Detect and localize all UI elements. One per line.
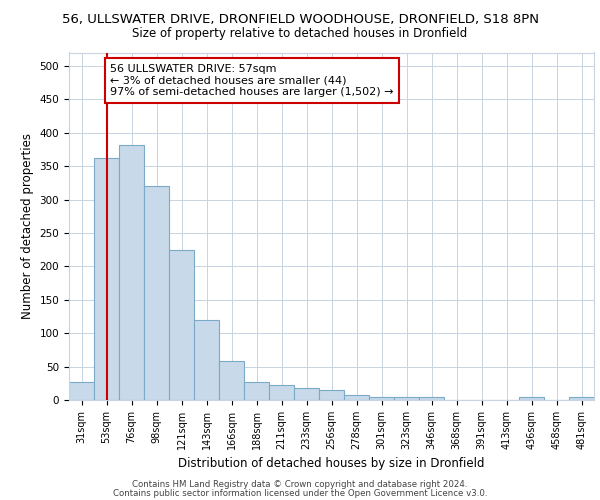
Bar [519,396,544,400]
Bar [219,361,244,400]
Bar [394,396,419,400]
Bar [344,396,369,400]
Text: Contains HM Land Registry data © Crown copyright and database right 2024.: Contains HM Land Registry data © Crown c… [132,480,468,489]
Text: 56 ULLSWATER DRIVE: 57sqm
← 3% of detached houses are smaller (44)
97% of semi-d: 56 ULLSWATER DRIVE: 57sqm ← 3% of detach… [110,64,394,97]
Bar [194,320,219,400]
Bar [169,250,194,400]
Bar [294,388,319,400]
Bar [569,396,594,400]
Bar [269,386,294,400]
Bar [144,186,169,400]
Bar [319,390,344,400]
Bar [94,158,119,400]
Bar [244,382,269,400]
Text: Contains public sector information licensed under the Open Government Licence v3: Contains public sector information licen… [113,488,487,498]
Bar [369,396,394,400]
Bar [419,398,444,400]
Text: 56, ULLSWATER DRIVE, DRONFIELD WOODHOUSE, DRONFIELD, S18 8PN: 56, ULLSWATER DRIVE, DRONFIELD WOODHOUSE… [62,12,539,26]
Bar [119,146,144,400]
X-axis label: Distribution of detached houses by size in Dronfield: Distribution of detached houses by size … [178,458,485,470]
Bar [69,382,94,400]
Y-axis label: Number of detached properties: Number of detached properties [21,133,34,320]
Text: Size of property relative to detached houses in Dronfield: Size of property relative to detached ho… [133,28,467,40]
